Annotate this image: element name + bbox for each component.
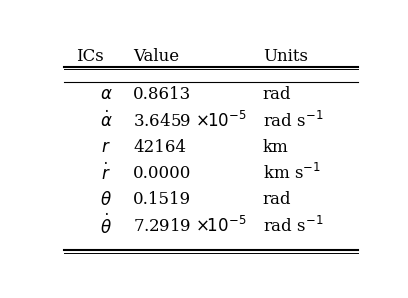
Text: $\dot{\alpha}$: $\dot{\alpha}$: [100, 111, 113, 131]
Text: 42164: 42164: [133, 139, 186, 156]
Text: km s$^{-1}$: km s$^{-1}$: [263, 163, 321, 184]
Text: 3.6459 $\times\!10^{-5}$: 3.6459 $\times\!10^{-5}$: [133, 111, 247, 131]
Text: 7.2919 $\times\!10^{-5}$: 7.2919 $\times\!10^{-5}$: [133, 216, 246, 236]
Text: $\alpha$: $\alpha$: [100, 86, 113, 103]
Text: $\dot{\theta}$: $\dot{\theta}$: [100, 214, 112, 238]
Text: 0.8613: 0.8613: [133, 86, 191, 103]
Text: Value: Value: [133, 48, 180, 65]
Text: ICs: ICs: [76, 48, 104, 65]
Text: km: km: [263, 139, 288, 156]
Text: $r$: $r$: [102, 139, 111, 156]
Text: $\theta$: $\theta$: [100, 191, 112, 209]
Text: $\dot{r}$: $\dot{r}$: [102, 163, 111, 184]
Text: 0.1519: 0.1519: [133, 191, 191, 208]
Text: rad: rad: [263, 191, 291, 208]
Text: rad s$^{-1}$: rad s$^{-1}$: [263, 111, 324, 131]
Text: 0.0000: 0.0000: [133, 165, 192, 182]
Text: rad s$^{-1}$: rad s$^{-1}$: [263, 216, 324, 236]
Text: Units: Units: [263, 48, 308, 65]
Text: rad: rad: [263, 86, 291, 103]
